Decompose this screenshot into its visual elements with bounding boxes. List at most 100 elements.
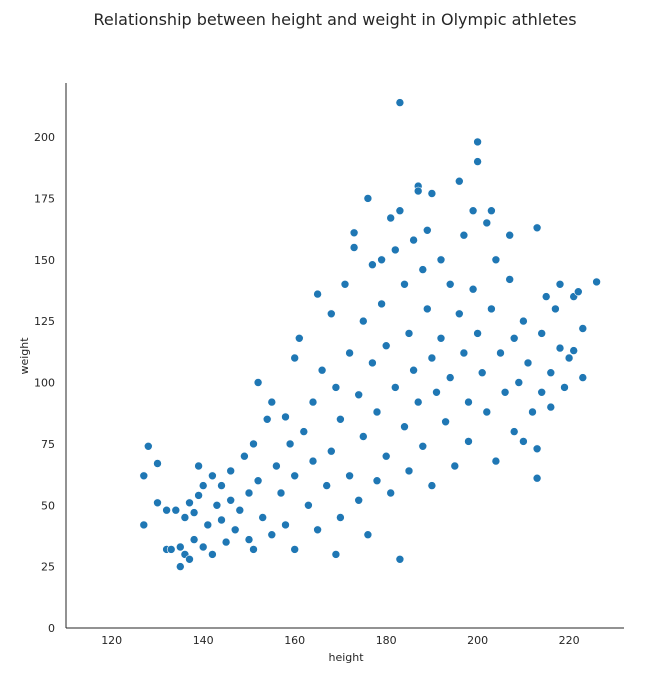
scatter-point	[509, 333, 519, 343]
scatter-point	[422, 304, 432, 314]
scatter-point	[509, 427, 519, 436]
scatter-point	[290, 471, 300, 481]
scatter-point	[267, 397, 277, 407]
scatter-point	[537, 329, 547, 338]
scatter-point	[377, 255, 386, 265]
scatter-point	[139, 520, 149, 530]
scatter-point	[390, 245, 400, 255]
scatter-point	[459, 348, 469, 358]
scatter-point	[281, 520, 290, 530]
scatter-point	[176, 562, 185, 571]
scatter-point	[578, 373, 588, 382]
scatter-point	[377, 299, 386, 309]
scatter-point	[422, 226, 432, 235]
scatter-point	[505, 230, 515, 240]
scatter-point	[482, 407, 492, 417]
scatter-point	[235, 505, 245, 515]
scatter-point	[400, 279, 409, 289]
scatter-point	[217, 481, 226, 490]
scatter-point	[345, 471, 354, 481]
scatter-point	[194, 491, 203, 500]
scatter-point	[244, 535, 254, 544]
scatter-point	[519, 437, 528, 446]
scatter-point	[194, 461, 203, 471]
scatter-point	[331, 383, 341, 392]
scatter-points	[139, 98, 601, 571]
scatter-point	[500, 387, 510, 397]
scatter-point	[473, 329, 482, 338]
scatter-point	[368, 260, 377, 270]
scatter-point	[386, 488, 396, 498]
scatter-point	[217, 515, 226, 525]
scatter-point	[258, 513, 268, 522]
x-axis-ticks: 120 140 160 180 200 220	[101, 634, 579, 647]
scatter-point	[514, 378, 524, 387]
scatter-point	[468, 206, 478, 215]
scatter-point	[541, 292, 551, 301]
y-tick-label: 125	[34, 315, 55, 328]
scatter-point	[546, 402, 556, 412]
scatter-point	[409, 365, 418, 375]
scatter-point	[528, 407, 537, 417]
scatter-point	[226, 495, 235, 505]
scatter-point	[208, 471, 217, 481]
scatter-point	[208, 550, 217, 559]
x-tick-label: 200	[467, 634, 488, 647]
y-tick-label: 50	[41, 499, 55, 512]
scatter-point	[262, 414, 272, 424]
scatter-point	[409, 235, 418, 245]
scatter-point	[578, 324, 588, 333]
y-tick-label: 150	[34, 254, 55, 267]
scatter-point	[358, 432, 368, 441]
scatter-point	[473, 157, 482, 166]
scatter-point	[139, 471, 149, 481]
scatter-point	[445, 279, 455, 289]
scatter-point	[198, 542, 208, 552]
scatter-point	[331, 550, 341, 559]
scatter-point	[418, 441, 428, 451]
scatter-point	[153, 459, 162, 468]
scatter-point	[532, 473, 542, 483]
scatter-point	[203, 520, 213, 530]
scatter-point	[249, 545, 258, 554]
scatter-point	[445, 373, 455, 382]
scatter-point	[285, 439, 295, 449]
scatter-point	[198, 481, 208, 490]
scatter-point	[166, 545, 176, 554]
scatter-point	[427, 353, 437, 363]
y-tick-label: 25	[41, 561, 55, 574]
scatter-point	[299, 427, 309, 436]
scatter-point	[354, 495, 364, 505]
scatter-point	[473, 137, 482, 147]
scatter-point	[230, 525, 240, 535]
scatter-point	[532, 223, 542, 233]
scatter-point	[313, 525, 322, 535]
x-tick-label: 120	[101, 634, 122, 647]
scatter-point	[221, 537, 231, 547]
scatter-point	[372, 476, 382, 486]
scatter-point	[189, 535, 199, 544]
scatter-point	[386, 213, 396, 223]
scatter-point	[267, 530, 277, 540]
scatter-point	[436, 333, 446, 343]
scatter-point	[482, 218, 492, 228]
scatter-point	[537, 387, 547, 397]
scatter-point	[564, 353, 574, 363]
scatter-point	[326, 309, 336, 319]
y-tick-label: 100	[34, 377, 55, 390]
scatter-point	[427, 189, 437, 198]
scatter-point	[272, 461, 281, 471]
scatter-point	[436, 255, 446, 265]
scatter-point	[551, 304, 560, 314]
x-tick-label: 220	[559, 634, 580, 647]
scatter-point	[185, 498, 194, 508]
scatter-point	[363, 194, 373, 203]
scatter-point	[276, 488, 286, 498]
scatter-point	[304, 500, 313, 510]
scatter-point	[413, 397, 423, 407]
scatter-point	[400, 422, 409, 432]
scatter-point	[395, 98, 405, 107]
scatter-point	[505, 275, 515, 284]
scatter-point	[560, 383, 569, 392]
